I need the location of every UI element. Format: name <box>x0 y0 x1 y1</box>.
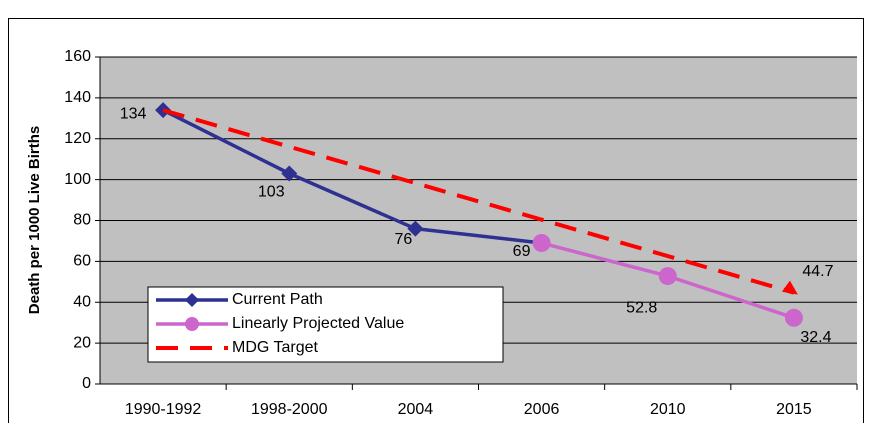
data-label: 76 <box>395 231 413 248</box>
y-tick-label: 120 <box>64 130 91 147</box>
legend-label: Linearly Projected Value <box>232 315 404 332</box>
data-label: 69 <box>513 243 531 260</box>
data-label: 52.8 <box>626 299 657 316</box>
data-point <box>281 165 298 182</box>
data-label: 44.7 <box>802 263 833 280</box>
y-tick-label: 60 <box>73 253 91 270</box>
data-label: 32.4 <box>800 329 831 346</box>
data-point <box>784 308 803 327</box>
legend-marker <box>185 317 199 331</box>
data-point <box>407 220 424 237</box>
x-tick-label: 2004 <box>398 401 434 418</box>
data-point <box>658 267 677 286</box>
y-tick-label: 140 <box>64 89 91 106</box>
data-point <box>532 233 551 252</box>
arrow-head <box>781 280 798 295</box>
y-tick-label: 160 <box>64 48 91 65</box>
legend-label: MDG Target <box>232 339 319 356</box>
x-tick-label: 1998-2000 <box>251 401 328 418</box>
legend-marker <box>185 293 199 307</box>
x-tick-label: 2015 <box>776 401 812 418</box>
y-tick-label: 20 <box>73 334 91 351</box>
y-tick-label: 100 <box>64 171 91 188</box>
series-line <box>162 108 542 245</box>
series-line <box>162 108 795 295</box>
y-tick-label: 80 <box>73 212 91 229</box>
data-label: 103 <box>258 184 285 201</box>
y-tick-label: 40 <box>73 293 91 310</box>
x-tick-label: 2006 <box>524 401 560 418</box>
data-label: 134 <box>120 105 147 122</box>
x-tick-label: 1990-1992 <box>125 401 202 418</box>
legend-label: Current Path <box>232 291 323 308</box>
y-tick-label: 0 <box>82 375 91 392</box>
x-tick-label: 2010 <box>650 401 686 418</box>
y-axis-label: Death per 1000 Live Births <box>26 126 43 314</box>
